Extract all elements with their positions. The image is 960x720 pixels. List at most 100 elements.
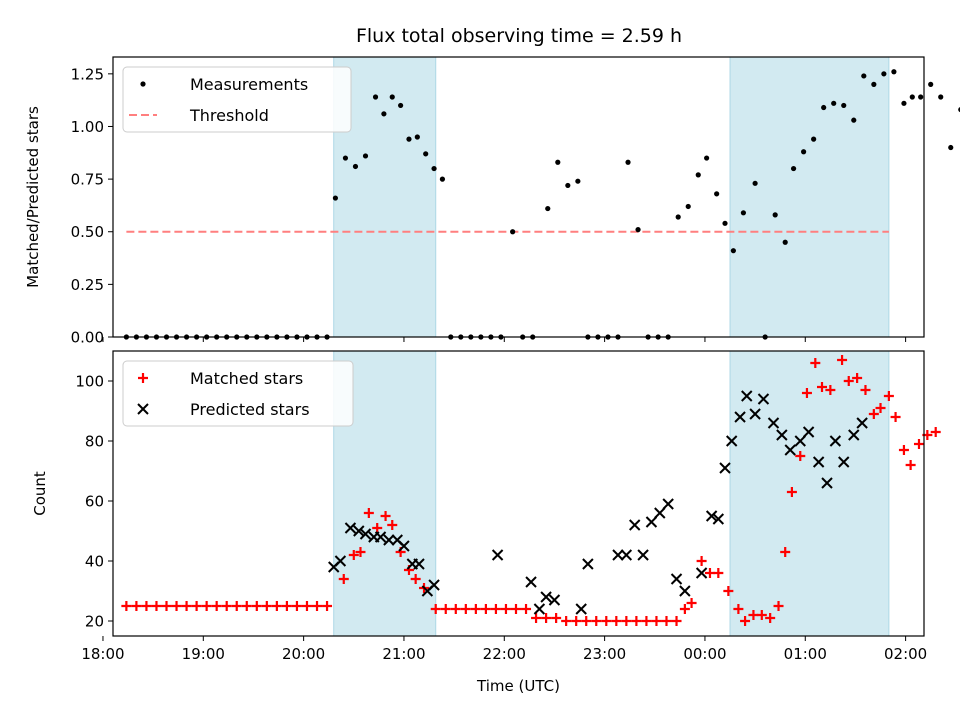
- data-point: [782, 239, 788, 245]
- y-tick-label: 100: [75, 373, 104, 391]
- data-point: [338, 574, 349, 584]
- top-axes: 0.00 0.25 0.50 0.75 1.00 1.25 Matched/Predicte…: [24, 56, 960, 347]
- data-point: [861, 73, 867, 79]
- data-point: [322, 601, 333, 611]
- data-point: [748, 610, 759, 620]
- data-point: [856, 417, 868, 429]
- data-point: [843, 376, 854, 386]
- data-point: [741, 390, 753, 402]
- data-point: [161, 601, 172, 611]
- bottom-axes: 20 40 60 80 100 18:00 19:00 20:00 21:00 22:00 23:0…: [31, 350, 941, 695]
- legend-label: Matched stars: [190, 369, 303, 388]
- data-point: [786, 487, 797, 497]
- data-point: [712, 513, 725, 525]
- data-point: [525, 576, 537, 588]
- data-point: [430, 604, 441, 614]
- data-point: [629, 519, 641, 531]
- x-axis-label: Time (UTC): [476, 677, 560, 695]
- series-matched-stars: [121, 355, 941, 626]
- data-point: [380, 511, 391, 521]
- legend-box: [122, 66, 352, 133]
- data-point: [905, 460, 916, 470]
- data-point: [362, 153, 369, 159]
- data-point: [780, 547, 791, 557]
- legend-swatch: [140, 81, 146, 87]
- data-point: [413, 558, 425, 570]
- data-point: [679, 604, 690, 614]
- y-tick-label: 1.25: [71, 65, 104, 83]
- y-tick-label: 40: [85, 553, 104, 571]
- data-point: [821, 104, 827, 111]
- data-point: [829, 435, 842, 447]
- data-point: [398, 540, 410, 552]
- shaded-region-2: [729, 56, 890, 338]
- data-point: [141, 601, 152, 611]
- x-tick-label: 22:00: [483, 645, 526, 663]
- data-point: [631, 616, 642, 626]
- data-point: [601, 616, 612, 626]
- data-point: [480, 604, 491, 614]
- data-point: [901, 100, 907, 106]
- data-point: [890, 412, 901, 422]
- data-point: [440, 604, 451, 614]
- y-tick-label: 80: [85, 433, 104, 451]
- x-tick-label: 00:00: [683, 645, 726, 663]
- data-point: [491, 549, 504, 561]
- data-point: [510, 229, 516, 235]
- data-point: [757, 393, 770, 405]
- data-point: [851, 117, 857, 123]
- data-point: [825, 385, 836, 395]
- data-point: [898, 445, 909, 455]
- data-point: [752, 180, 758, 186]
- data-point: [891, 69, 897, 75]
- data-point: [713, 568, 724, 578]
- y-tick-label: 60: [85, 493, 104, 511]
- data-point: [611, 616, 622, 626]
- data-point: [641, 616, 652, 626]
- data-point: [545, 205, 551, 212]
- legend-box: [122, 360, 354, 427]
- data-point: [773, 601, 784, 611]
- data-point: [695, 172, 701, 178]
- data-point: [389, 94, 395, 100]
- data-point: [848, 429, 860, 441]
- data-point: [802, 426, 815, 438]
- data-point: [725, 435, 738, 447]
- data-point: [334, 555, 347, 567]
- data-point: [131, 601, 142, 611]
- data-point: [387, 520, 398, 530]
- data-point: [312, 601, 323, 611]
- data-point: [671, 616, 682, 626]
- data-point: [841, 102, 847, 109]
- data-point: [637, 549, 649, 561]
- data-point: [231, 601, 242, 611]
- data-point: [470, 604, 481, 614]
- data-point: [372, 94, 379, 100]
- data-point: [722, 220, 728, 226]
- data-point: [723, 586, 734, 596]
- data-point: [821, 477, 833, 489]
- legend: Matched stars Predicted stars: [122, 360, 354, 427]
- data-point: [909, 94, 915, 100]
- chart-title: Flux total observing time = 2.59 h: [356, 25, 682, 47]
- data-point: [344, 522, 357, 534]
- data-point: [621, 616, 632, 626]
- y-tick-label: 0.50: [71, 223, 104, 241]
- data-point: [281, 601, 292, 611]
- data-point: [790, 165, 797, 172]
- data-point: [460, 604, 471, 614]
- y-axis-label: Count: [31, 471, 49, 516]
- data-point: [201, 601, 212, 611]
- data-point: [565, 182, 571, 189]
- data-point: [450, 604, 461, 614]
- data-point: [645, 516, 658, 528]
- legend: Measurements Threshold: [122, 66, 352, 133]
- data-point: [406, 136, 412, 142]
- data-point: [121, 601, 132, 611]
- data-point: [733, 604, 744, 614]
- legend-label: Predicted stars: [190, 400, 310, 419]
- data-point: [756, 610, 767, 620]
- data-point: [291, 601, 302, 611]
- data-point: [812, 456, 825, 468]
- data-point: [410, 574, 421, 584]
